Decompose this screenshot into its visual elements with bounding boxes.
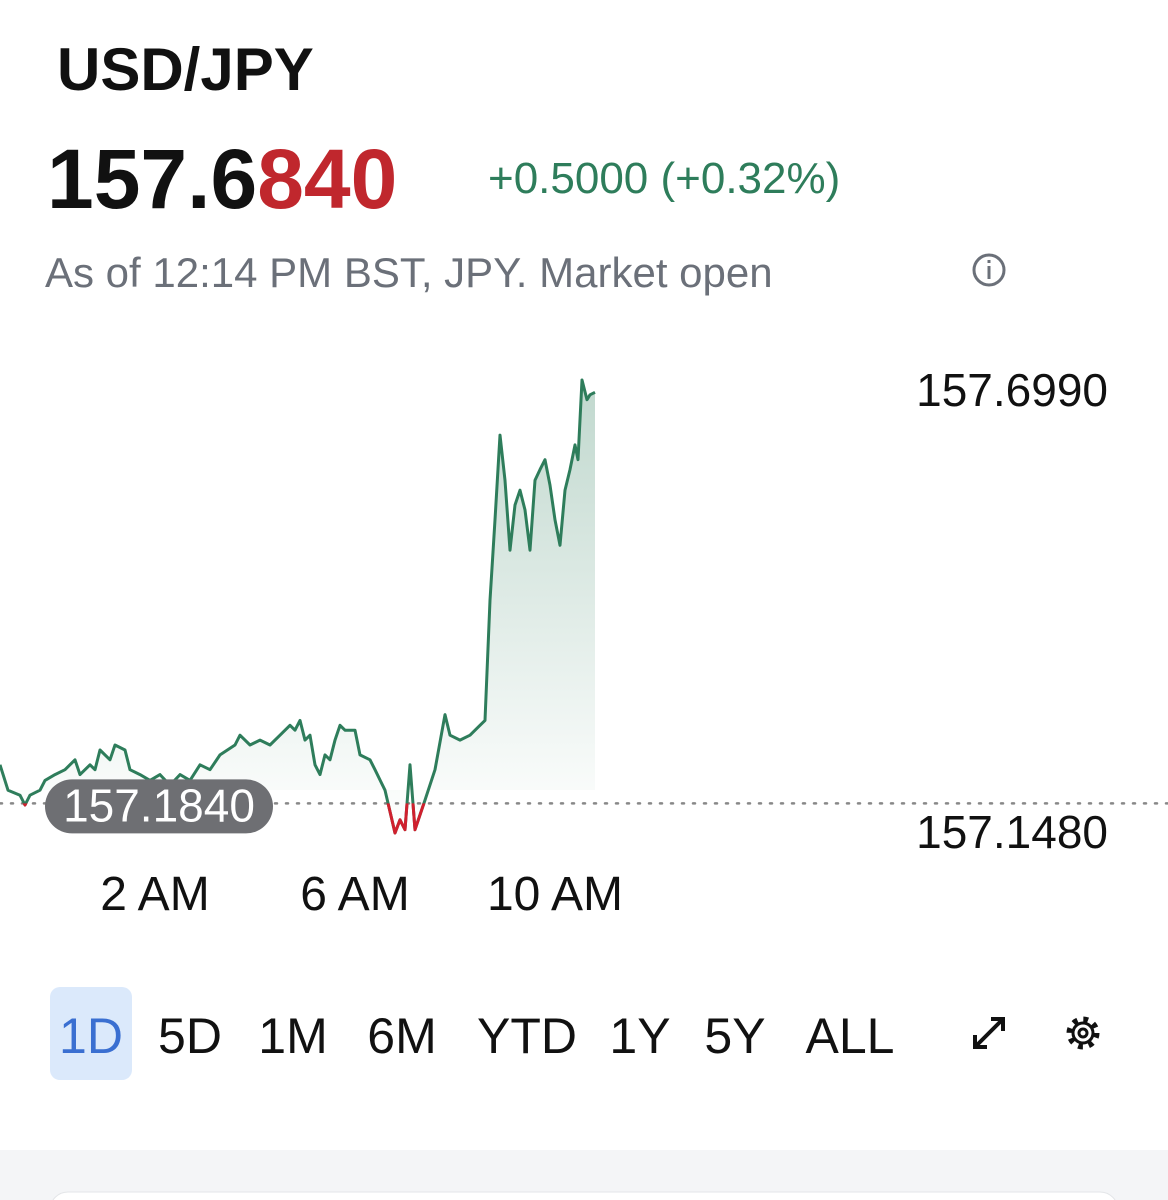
expand-icon[interactable]	[973, 1017, 1005, 1049]
range-tab[interactable]: 1M	[258, 1008, 327, 1064]
bottom-card	[52, 1191, 1116, 1200]
selected-range-bg	[50, 987, 132, 1080]
symbol: USD/JPY	[57, 36, 314, 103]
y-tick-label: 157.6990	[916, 364, 1108, 416]
x-tick-label: 6 AM	[300, 868, 409, 921]
range-tab[interactable]: 6M	[367, 1008, 436, 1064]
range-tab[interactable]: 5Y	[704, 1008, 765, 1064]
range-tab[interactable]: 1Y	[609, 1008, 670, 1064]
previous-close-pill	[45, 779, 273, 834]
range-tab[interactable]: 5D	[158, 1008, 222, 1064]
settings-icon[interactable]	[1066, 1016, 1100, 1050]
info-icon[interactable]	[972, 253, 1006, 287]
x-tick-label: 2 AM	[100, 868, 209, 921]
previous-close-label: 157.1840	[63, 779, 255, 831]
range-tab[interactable]: 1D	[59, 1008, 123, 1064]
price-main: 157.6	[47, 132, 257, 226]
change: +0.5000 (+0.32%)	[488, 154, 840, 203]
range-tab[interactable]: ALL	[806, 1008, 895, 1064]
y-tick-label: 157.1480	[916, 806, 1108, 858]
status: As of 12:14 PM BST, JPY. Market open	[45, 249, 773, 296]
price-tail: 840	[257, 132, 397, 226]
range-tabs: 1D 5D 1M 6M YTD 1Y 5Y ALL	[59, 1008, 894, 1064]
range-tab[interactable]: YTD	[477, 1008, 577, 1064]
price-line	[0, 378, 596, 835]
x-tick-label: 10 AM	[487, 868, 623, 921]
chart: 157.1840 157.6990 157.1480 2 AM 6 AM 10 AM	[0, 364, 1168, 921]
price: 157.6840	[47, 132, 397, 226]
